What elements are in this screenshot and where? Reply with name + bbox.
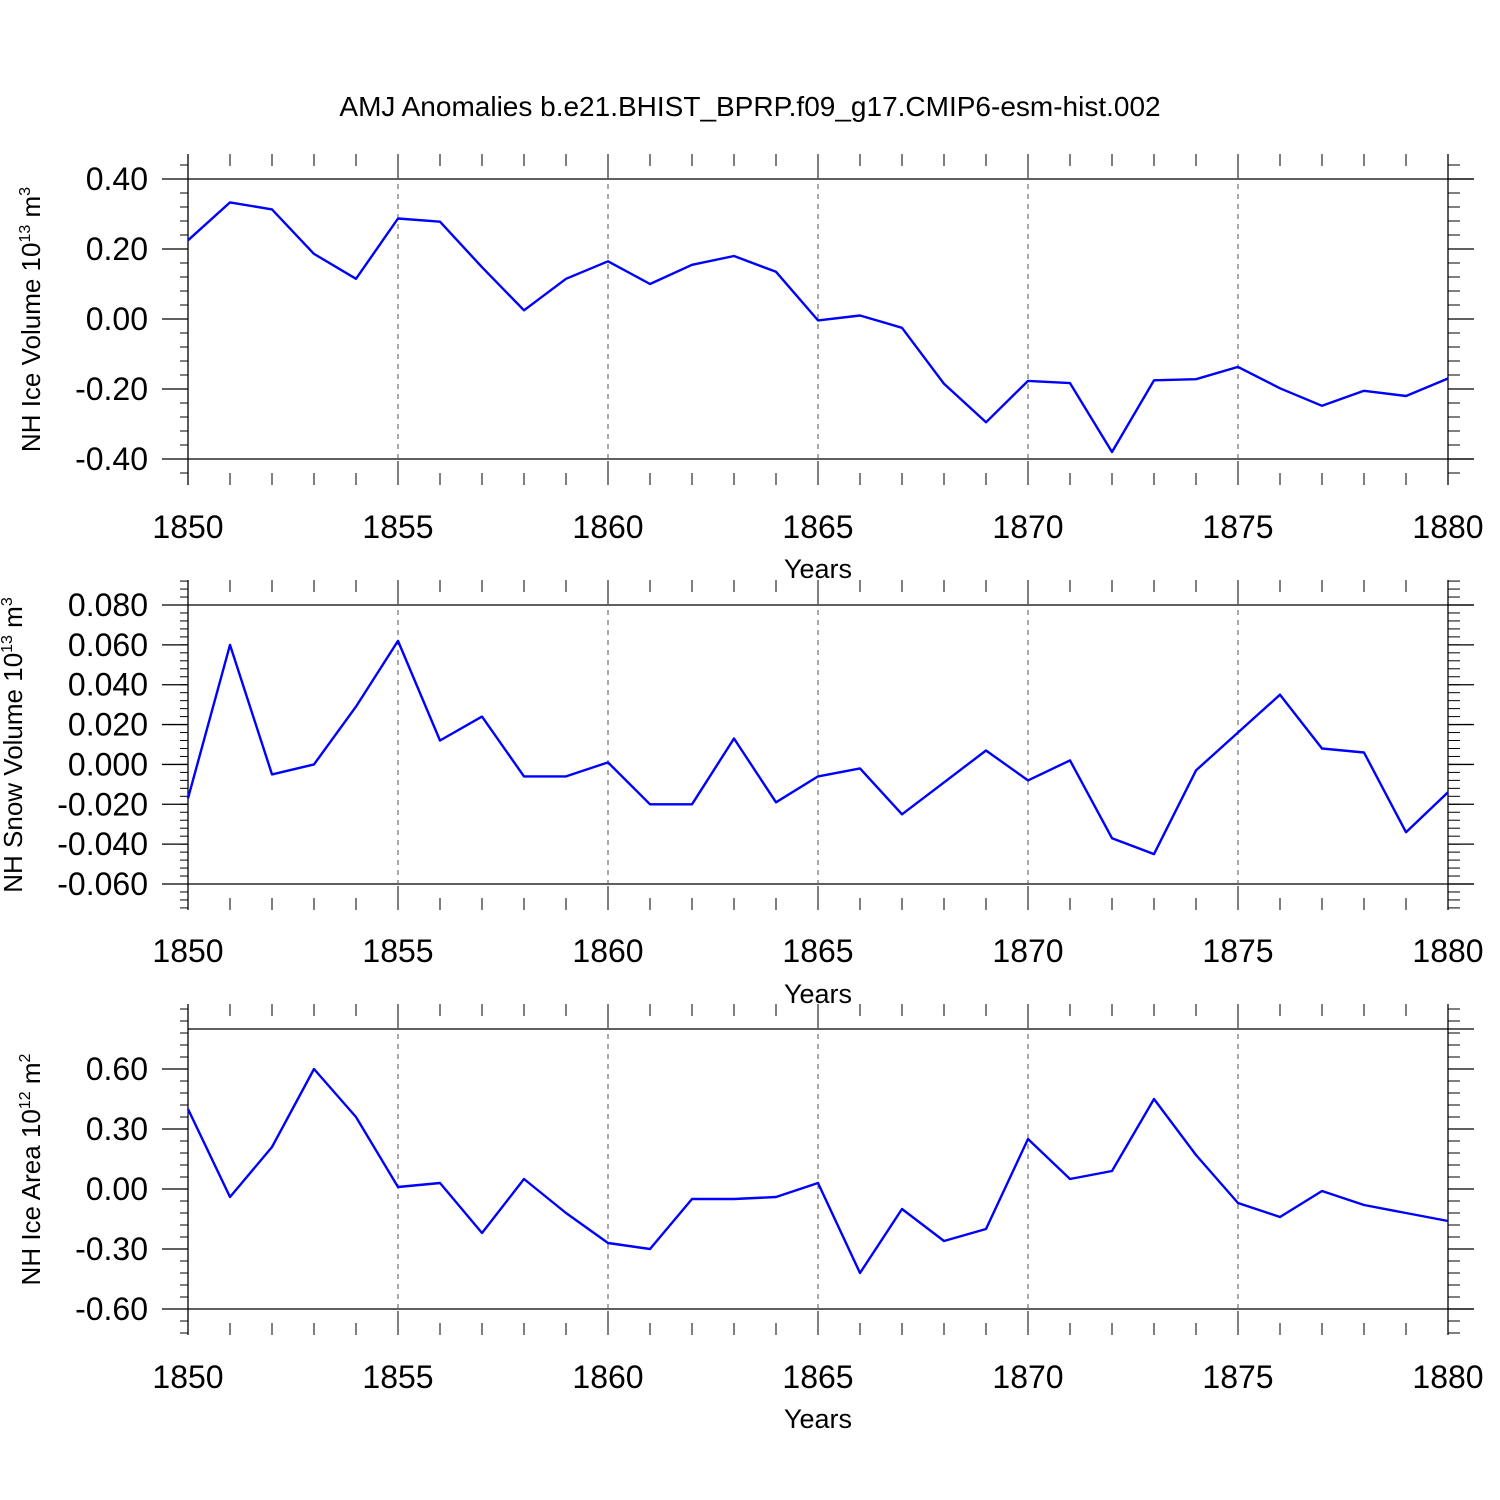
- y-tick-label: -0.30: [75, 1231, 148, 1267]
- y-axis-label: NH Ice Volume 1013 m3: [16, 187, 46, 452]
- y-label-exp: 13: [0, 635, 16, 653]
- x-tick-label: 1850: [152, 509, 223, 545]
- x-tick-label: 1860: [572, 509, 643, 545]
- y-label-unit-exp: 2: [17, 1053, 34, 1062]
- y-label-exp: 13: [17, 225, 34, 243]
- y-label-unit-exp: 3: [17, 187, 34, 196]
- y-tick-label: 0.000: [68, 746, 148, 782]
- x-tick-label: 1875: [1202, 1359, 1273, 1395]
- y-tick-label: -0.060: [57, 866, 148, 902]
- y-tick-label: 0.00: [86, 301, 148, 337]
- y-tick-label: -0.40: [75, 441, 148, 477]
- x-tick-label: 1880: [1412, 1359, 1483, 1395]
- y-axis-label: NH Snow Volume 1013 m3: [0, 597, 28, 893]
- x-axis-label: Years: [784, 1404, 852, 1434]
- y-tick-label: 0.020: [68, 707, 148, 743]
- x-tick-label: 1870: [992, 509, 1063, 545]
- x-tick-label: 1880: [1412, 509, 1483, 545]
- x-tick-label: 1865: [782, 933, 853, 969]
- y-tick-label: 0.30: [86, 1111, 148, 1147]
- x-tick-label: 1855: [362, 509, 433, 545]
- x-tick-label: 1875: [1202, 509, 1273, 545]
- series-line: [187, 201, 1449, 454]
- y-tick-label: 0.040: [68, 667, 148, 703]
- y-tick-label: -0.60: [75, 1291, 148, 1327]
- y-tick-label: 0.080: [68, 587, 148, 623]
- y-label-unit-exp: 3: [0, 597, 16, 606]
- x-tick-label: 1875: [1202, 933, 1273, 969]
- y-tick-label: 0.20: [86, 231, 148, 267]
- y-axis-label: NH Ice Area 1012 m2: [16, 1053, 46, 1285]
- y-label-unit: m: [16, 1062, 46, 1091]
- series-line: [186, 639, 1449, 856]
- x-tick-label: 1860: [572, 933, 643, 969]
- series-line: [186, 1067, 1449, 1275]
- y-tick-label: 0.00: [86, 1171, 148, 1207]
- x-tick-label: 1865: [782, 1359, 853, 1395]
- x-tick-label: 1870: [992, 933, 1063, 969]
- y-label-base: NH Ice Volume 10: [16, 243, 46, 453]
- y-label-unit: m: [0, 606, 28, 635]
- x-tick-label: 1855: [362, 1359, 433, 1395]
- panel-3: 1850 1855 1860 1865 1870 1875 1880 0.60 0.30 0.00…: [16, 1004, 1484, 1434]
- y-tick-label: 0.40: [86, 161, 148, 197]
- panel-2: 1850 1855 1860 1865 1870 1875 1880 0.080 0.060 0.…: [0, 580, 1484, 1009]
- y-tick-label: -0.20: [75, 371, 148, 407]
- y-tick-label: 0.060: [68, 627, 148, 663]
- y-tick-label: 0.60: [86, 1051, 148, 1087]
- y-tick-label: -0.040: [57, 826, 148, 862]
- chart-title: AMJ Anomalies b.e21.BHIST_BPRP.f09_g17.C…: [339, 91, 1160, 122]
- y-tick-label: -0.020: [57, 786, 148, 822]
- x-tick-label: 1850: [152, 1359, 223, 1395]
- x-tick-label: 1870: [992, 1359, 1063, 1395]
- x-tick-label: 1855: [362, 933, 433, 969]
- y-label-base: NH Ice Area 10: [16, 1109, 46, 1285]
- x-tick-label: 1850: [152, 933, 223, 969]
- x-tick-label: 1860: [572, 1359, 643, 1395]
- y-label-base: NH Snow Volume 10: [0, 653, 28, 893]
- x-tick-label: 1865: [782, 509, 853, 545]
- x-axis-label: Years: [784, 554, 852, 584]
- x-tick-label: 1880: [1412, 933, 1483, 969]
- panel-1: 1850 1855 1860 1865 1870 1875 1880 0.40 0.20 0.00…: [16, 154, 1484, 584]
- y-label-unit: m: [16, 196, 46, 225]
- y-label-exp: 12: [17, 1091, 34, 1109]
